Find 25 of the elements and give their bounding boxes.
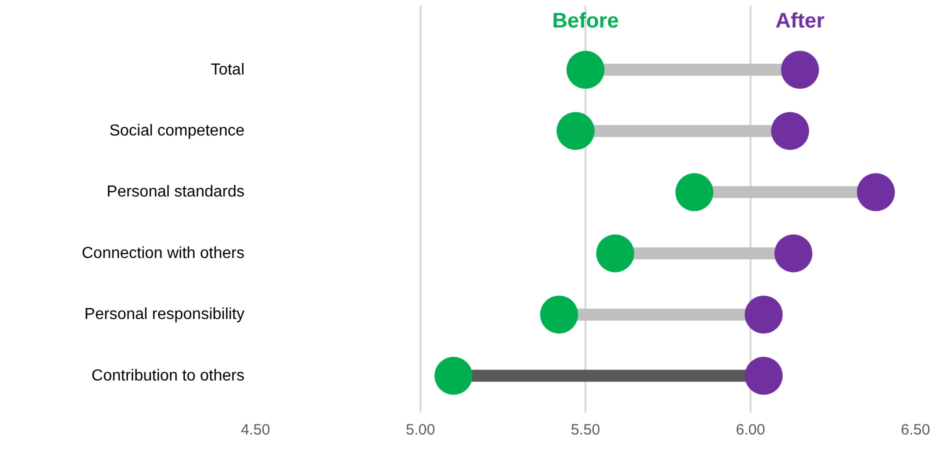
y-tick-label: Total	[210, 61, 244, 78]
x-tick-label: 5.50	[570, 422, 600, 438]
point	[856, 173, 895, 212]
point	[744, 356, 783, 395]
point	[434, 356, 472, 395]
y-tick-label: Personal responsibility	[84, 306, 244, 324]
series-label: Before	[552, 9, 619, 32]
x-tick-label: 4.50	[240, 422, 270, 438]
y-tick-label: Personal standards	[106, 184, 244, 201]
x-tick-label: 6.50	[900, 422, 930, 438]
x-tick-label: 6.00	[736, 422, 766, 438]
point	[596, 234, 634, 272]
y-tick-label: Contribution to others	[92, 367, 245, 384]
point	[556, 112, 595, 150]
y-tick-label: Connection with others	[82, 244, 245, 262]
point	[774, 234, 812, 272]
point	[744, 296, 783, 334]
point	[540, 296, 578, 334]
x-tick-label: 5.00	[406, 422, 436, 438]
series-label: After	[776, 9, 825, 32]
y-tick-label: Social competence	[109, 122, 245, 140]
point	[771, 112, 810, 150]
point	[675, 173, 714, 212]
point	[566, 50, 604, 89]
point	[781, 50, 819, 89]
